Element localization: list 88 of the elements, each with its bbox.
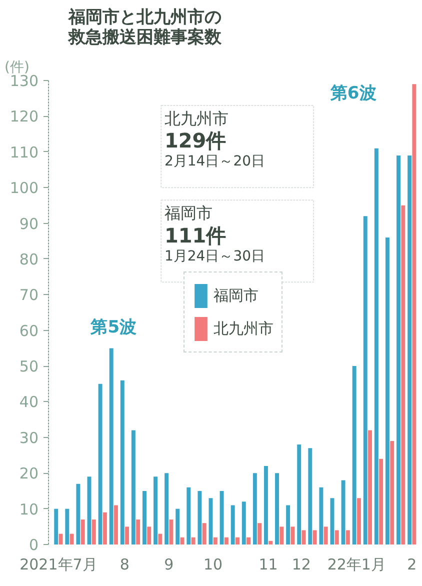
bar [147,526,152,544]
y-tick-label: 60 [19,322,39,340]
bar [125,526,130,544]
legend-label: 北九州市 [214,319,274,338]
bar [308,448,312,544]
y-tick-label: 100 [10,179,39,198]
bar [408,155,412,544]
x-tick-label: 11 [258,556,278,574]
bar [158,534,162,544]
y-tick-label: 80 [19,250,39,268]
chart-title: 福岡市と北九州市の救急搬送困難事案数 [68,8,222,48]
bar [109,348,114,544]
bar [390,440,394,544]
bar [80,520,85,544]
bar [286,505,290,544]
bar [242,502,246,544]
bar [136,520,140,544]
y-tick-label: 110 [10,143,39,162]
bar [65,508,70,544]
bar [324,526,328,544]
bar [220,490,224,544]
bar [252,473,257,544]
bar [154,476,158,544]
x-tick-label: 10 [204,556,223,574]
bar [312,530,317,544]
bar [319,487,324,544]
bar [164,473,169,544]
x-tick-label: 2021年7月 [20,556,98,574]
bar [70,534,74,544]
bar [290,526,295,544]
bar [346,530,350,544]
y-tick-label: 0 [28,536,39,554]
annotation: 第6波 [329,83,376,104]
y-tick-label: 30 [19,428,39,447]
bar [275,473,280,544]
bar [297,444,302,544]
y-tick-label: 90 [19,214,39,233]
bar [169,520,174,544]
annotation: 第5波 [90,317,137,338]
x-tick-label: 2 [407,556,417,574]
y-tick-label: 10 [19,500,39,518]
bar [92,520,96,544]
bar [102,512,107,544]
bar [379,458,384,544]
bar [341,480,346,544]
bar [176,508,180,544]
bar [235,537,240,544]
bar [120,380,124,544]
y-tick-label: 50 [19,358,39,376]
bar [142,490,146,544]
bar [246,537,251,544]
x-tick-label: 22年1月 [327,556,386,574]
x-tick-label: 9 [164,556,174,574]
annotation: 北九州市 129件 2月14日～20日 [164,109,266,170]
bar [258,523,262,544]
bar [131,430,136,544]
y-tick-label: 20 [19,464,39,483]
bar [385,238,390,544]
bar [191,537,196,544]
bar [186,487,191,544]
y-tick-label: 40 [19,393,39,412]
x-tick-label: 8 [120,556,130,574]
bar [114,505,118,544]
y-tick-label: 70 [19,286,39,304]
bar [224,537,228,544]
x-tick-label: 12 [292,556,311,574]
bar [76,484,80,544]
bar [374,148,378,544]
annotation: 福岡市 111件 1月24日～30日 [164,204,266,264]
bar [213,537,218,544]
bar [368,430,372,544]
y-tick-label: 120 [10,108,39,126]
bar [98,384,102,544]
bar [334,530,339,544]
bar [198,490,202,544]
bar [54,508,58,544]
bar [230,505,235,544]
bar [401,205,406,544]
bar [356,498,361,544]
bar [396,155,400,544]
legend-label: 福岡市 [214,286,258,305]
bar [280,526,284,544]
bar [352,366,356,544]
bar [412,84,416,544]
bar [363,216,368,544]
bar [202,523,206,544]
bar [268,540,273,544]
bar [264,466,268,544]
